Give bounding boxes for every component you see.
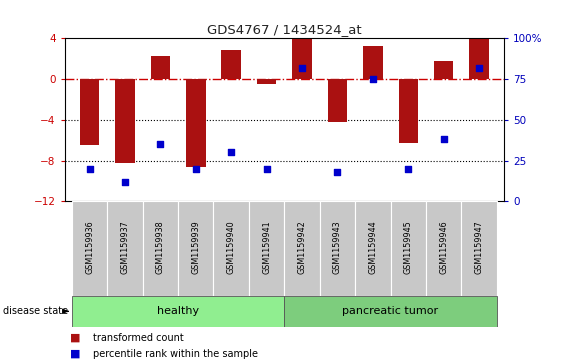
Text: disease state: disease state xyxy=(3,306,68,316)
Bar xyxy=(142,201,178,296)
Text: GSM1159941: GSM1159941 xyxy=(262,220,271,274)
Point xyxy=(475,65,484,70)
Bar xyxy=(355,201,391,296)
Bar xyxy=(107,201,142,296)
Text: GSM1159940: GSM1159940 xyxy=(227,220,236,274)
Bar xyxy=(284,201,320,296)
Text: GSM1159947: GSM1159947 xyxy=(475,220,484,274)
Text: GSM1159938: GSM1159938 xyxy=(156,220,165,274)
Bar xyxy=(320,201,355,296)
Bar xyxy=(391,201,426,296)
Text: GSM1159936: GSM1159936 xyxy=(85,220,94,274)
Bar xyxy=(284,296,497,327)
Bar xyxy=(434,61,453,79)
Point xyxy=(120,179,129,185)
Point xyxy=(297,65,306,70)
Text: GSM1159944: GSM1159944 xyxy=(368,220,377,274)
Text: ■: ■ xyxy=(70,333,81,343)
Bar xyxy=(115,79,135,163)
Text: GSM1159946: GSM1159946 xyxy=(439,220,448,274)
Text: healthy: healthy xyxy=(157,306,199,316)
Bar xyxy=(328,79,347,122)
Text: transformed count: transformed count xyxy=(93,333,184,343)
Bar xyxy=(72,296,284,327)
Text: GSM1159939: GSM1159939 xyxy=(191,220,200,274)
Bar xyxy=(178,201,213,296)
Bar xyxy=(249,201,284,296)
Point xyxy=(262,166,271,172)
Point xyxy=(404,166,413,172)
Point xyxy=(227,150,236,155)
Bar xyxy=(221,50,241,79)
Text: ■: ■ xyxy=(70,349,81,359)
Text: GSM1159943: GSM1159943 xyxy=(333,220,342,274)
Bar xyxy=(363,46,383,79)
Bar xyxy=(213,201,249,296)
Point xyxy=(156,141,165,147)
Text: GSM1159942: GSM1159942 xyxy=(297,220,306,274)
Title: GDS4767 / 1434524_at: GDS4767 / 1434524_at xyxy=(207,23,361,36)
Text: GSM1159937: GSM1159937 xyxy=(120,220,129,274)
Point xyxy=(85,166,94,172)
Text: pancreatic tumor: pancreatic tumor xyxy=(342,306,439,316)
Point xyxy=(368,76,377,82)
Bar xyxy=(151,57,170,79)
Bar xyxy=(72,201,107,296)
Bar xyxy=(292,38,312,79)
Point xyxy=(439,136,448,142)
Bar xyxy=(80,79,99,145)
Bar xyxy=(462,201,497,296)
Text: percentile rank within the sample: percentile rank within the sample xyxy=(93,349,258,359)
Text: GSM1159945: GSM1159945 xyxy=(404,220,413,274)
Bar xyxy=(257,79,276,84)
Bar xyxy=(186,79,205,167)
Point xyxy=(191,166,200,172)
Bar xyxy=(470,39,489,79)
Bar xyxy=(426,201,462,296)
Bar xyxy=(399,79,418,143)
Point xyxy=(333,169,342,175)
